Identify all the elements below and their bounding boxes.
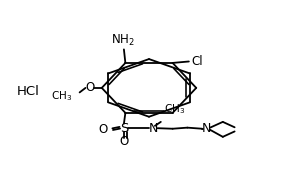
Text: O: O	[98, 124, 108, 137]
Text: N: N	[149, 122, 158, 135]
Text: S: S	[120, 122, 128, 135]
Text: O: O	[119, 135, 128, 148]
Text: N: N	[202, 122, 211, 135]
Text: NH$_2$: NH$_2$	[111, 33, 134, 48]
Text: O: O	[85, 81, 94, 94]
Text: Cl: Cl	[192, 55, 204, 68]
Text: CH$_3$: CH$_3$	[51, 89, 72, 103]
Text: HCl: HCl	[16, 85, 39, 98]
Text: CH$_3$: CH$_3$	[164, 103, 185, 116]
